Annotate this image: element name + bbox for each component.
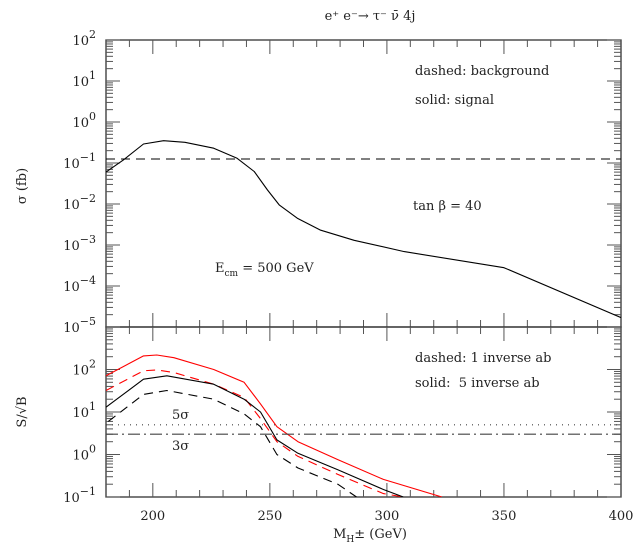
y-tick-label: 101 bbox=[72, 400, 96, 421]
y-tick-label: 102 bbox=[72, 28, 96, 49]
x-tick-label: 400 bbox=[609, 509, 634, 524]
series-solid-red-line bbox=[106, 354, 443, 497]
y-tick-label: 10−2 bbox=[63, 192, 96, 213]
y-tick-label: 10−4 bbox=[63, 274, 96, 295]
y-tick-label: 102 bbox=[72, 358, 96, 379]
x-tick-label: 250 bbox=[257, 509, 282, 524]
y-tick-label: 10−5 bbox=[63, 315, 96, 336]
x-axis-label: MH± (GeV) bbox=[333, 527, 407, 545]
x-tick-label: 300 bbox=[374, 509, 399, 524]
tan-beta-annotation: tan β = 40 bbox=[413, 199, 482, 214]
legend-signal: solid: signal bbox=[415, 93, 494, 108]
y-tick-label: 100 bbox=[72, 443, 96, 464]
series-solid-black-line bbox=[106, 375, 404, 497]
top-y-axis-label: σ (fb) bbox=[15, 168, 30, 204]
y-tick-label: 100 bbox=[72, 110, 96, 131]
plot-frame bbox=[105, 39, 622, 328]
legend-1-inverse-ab: dashed: 1 inverse ab bbox=[415, 351, 551, 366]
three-sigma-label: 3σ bbox=[172, 439, 189, 454]
series-dashed-black-line bbox=[107, 389, 357, 497]
cross-section-panel: 102 101 100 10−1 10−2 10−3 10−4 10−5 bbox=[63, 28, 622, 336]
significance-panel: 102 101 100 10−1 200 250 300 350 400 bbox=[63, 326, 634, 524]
legend-5-inverse-ab: solid: 5 inverse ab bbox=[415, 376, 540, 391]
series-dashed-red-line bbox=[106, 369, 404, 497]
chart-title: e⁺ e⁻→ τ⁻ ν̄ 4j bbox=[325, 9, 416, 24]
series-solid-black-line bbox=[106, 140, 621, 319]
five-sigma-label: 5σ bbox=[172, 408, 189, 423]
x-tick-label: 350 bbox=[492, 509, 517, 524]
y-tick-label: 10−1 bbox=[63, 485, 96, 506]
y-tick-label: 101 bbox=[72, 69, 96, 90]
legend-background: dashed: background bbox=[415, 64, 549, 79]
y-tick-label: 10−1 bbox=[63, 151, 96, 172]
x-tick-label: 200 bbox=[140, 509, 165, 524]
ecm-annotation: Ecm = 500 GeV bbox=[215, 261, 314, 279]
y-tick-label: 10−3 bbox=[63, 233, 96, 254]
bottom-y-axis-label: S/√B bbox=[15, 396, 30, 427]
